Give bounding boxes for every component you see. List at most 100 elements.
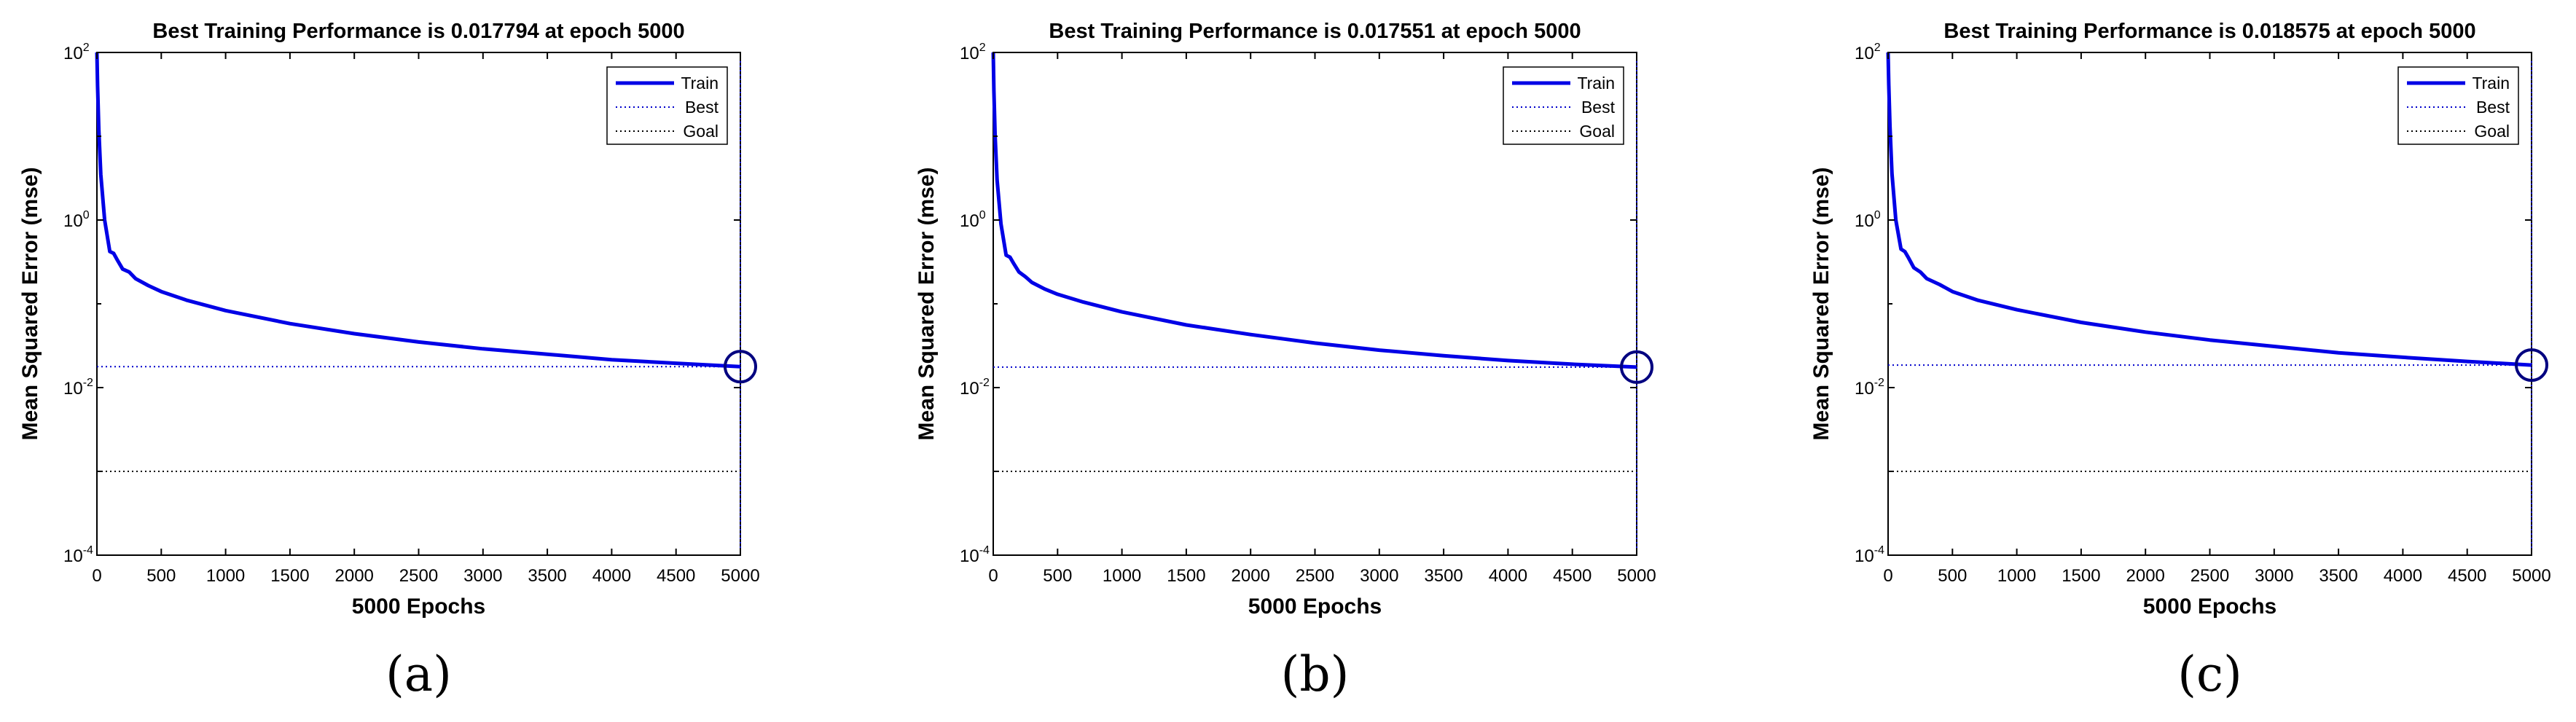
x-tick-label: 2000 <box>2126 566 2165 586</box>
y-tick-exponent: 0 <box>1874 209 1881 221</box>
y-tick-base: 10 <box>960 44 979 63</box>
x-axis-label: 5000 Epochs <box>2143 595 2276 619</box>
x-tick-label: 500 <box>1938 566 1967 586</box>
panel-caption: (c) <box>2177 646 2242 702</box>
x-tick-label: 500 <box>1043 566 1072 586</box>
y-tick-base: 10 <box>960 546 979 566</box>
y-tick-exponent: 2 <box>83 42 90 54</box>
y-tick-exponent: 0 <box>979 209 986 221</box>
y-tick-label: 10-4 <box>960 544 990 566</box>
best-point-marker <box>1620 350 1653 384</box>
legend-label-best: Best <box>685 98 719 117</box>
chart-panel-b: Best Training Performance is 0.017551 at… <box>915 20 1656 702</box>
legend: Train Best Goal <box>1503 66 1624 145</box>
chart-panel-c: Best Training Performance is 0.018575 at… <box>1809 20 2551 702</box>
legend-label-best: Best <box>2476 98 2510 117</box>
x-tick-label: 1000 <box>1103 566 1141 586</box>
y-tick-base: 10 <box>63 546 83 566</box>
y-tick-exponent: 0 <box>83 209 90 221</box>
legend-box <box>2397 66 2519 145</box>
x-tick-label: 1500 <box>270 566 309 586</box>
legend: Train Best Goal <box>2397 66 2519 145</box>
x-tick-label: 1500 <box>1167 566 1205 586</box>
chart-title: Best Training Performance is 0.017551 at… <box>1049 20 1581 43</box>
y-tick-base: 10 <box>63 211 83 231</box>
y-tick-label: 100 <box>960 209 986 231</box>
x-axis-label: 5000 Epochs <box>1248 595 1382 619</box>
y-tick-label: 102 <box>960 42 986 63</box>
y-tick-base: 10 <box>63 44 83 63</box>
legend-label-goal: Goal <box>1579 122 1615 141</box>
chart-title: Best Training Performance is 0.017794 at… <box>152 20 684 43</box>
y-tick-exponent: -2 <box>979 377 990 389</box>
x-tick-label: 2500 <box>1296 566 1334 586</box>
y-tick-label: 102 <box>63 42 90 63</box>
x-tick-label: 3000 <box>463 566 502 586</box>
legend: Train Best Goal <box>606 66 728 145</box>
y-tick-exponent: 2 <box>979 42 986 54</box>
best-point-marker <box>2515 348 2548 382</box>
legend-label-best: Best <box>1581 98 1616 117</box>
y-axis-label: Mean Squared Error (mse) <box>18 167 42 440</box>
train-series-line <box>1886 52 2532 367</box>
train-series-line <box>991 52 1637 369</box>
y-tick-label: 10-2 <box>63 377 93 399</box>
x-tick-label: 0 <box>1883 566 1892 586</box>
y-tick-base: 10 <box>1855 44 1874 63</box>
y-tick-label: 10-4 <box>1855 544 1884 566</box>
x-tick-label: 4500 <box>657 566 695 586</box>
x-tick-label: 4000 <box>1489 566 1527 586</box>
y-tick-exponent: -4 <box>1874 544 1884 557</box>
x-tick-label: 2500 <box>2191 566 2229 586</box>
panel-caption: (a) <box>385 646 452 702</box>
x-tick-label: 3500 <box>2319 566 2357 586</box>
y-tick-base: 10 <box>1855 211 1874 231</box>
train-series-line <box>95 52 741 369</box>
chart-title: Best Training Performance is 0.018575 at… <box>1943 20 2475 43</box>
legend-label-train: Train <box>1577 74 1615 93</box>
y-tick-base: 10 <box>960 379 979 399</box>
x-tick-label: 1500 <box>2062 566 2100 586</box>
legend-box <box>606 66 728 145</box>
y-tick-label: 100 <box>1855 209 1881 231</box>
legend-label-train: Train <box>681 74 719 93</box>
x-tick-label: 4000 <box>592 566 631 586</box>
x-tick-label: 4500 <box>2448 566 2486 586</box>
x-tick-label: 3500 <box>528 566 566 586</box>
y-tick-exponent: 2 <box>1874 42 1881 54</box>
x-tick-label: 0 <box>988 566 998 586</box>
x-tick-label: 2000 <box>335 566 374 586</box>
panel-caption: (b) <box>1281 646 1350 702</box>
y-tick-label: 10-4 <box>63 544 93 566</box>
y-tick-base: 10 <box>1855 546 1874 566</box>
x-tick-label: 3000 <box>1360 566 1398 586</box>
y-tick-exponent: -4 <box>979 544 990 557</box>
y-tick-base: 10 <box>63 379 83 399</box>
x-tick-label: 2000 <box>1232 566 1270 586</box>
y-tick-label: 10-2 <box>960 377 990 399</box>
legend-label-goal: Goal <box>683 122 719 141</box>
best-point-marker <box>724 350 757 384</box>
y-tick-base: 10 <box>960 211 979 231</box>
x-tick-label: 3000 <box>2255 566 2293 586</box>
y-tick-exponent: -2 <box>1874 377 1884 389</box>
x-tick-label: 4000 <box>2384 566 2422 586</box>
x-tick-label: 4500 <box>1553 566 1592 586</box>
y-axis-label: Mean Squared Error (mse) <box>1809 167 1833 440</box>
legend-label-train: Train <box>2472 74 2510 93</box>
x-tick-label: 5000 <box>1617 566 1656 586</box>
x-tick-label: 500 <box>146 566 176 586</box>
x-tick-label: 3500 <box>1424 566 1463 586</box>
y-axis-label: Mean Squared Error (mse) <box>915 167 939 440</box>
y-tick-base: 10 <box>1855 379 1874 399</box>
x-tick-label: 1000 <box>1997 566 2036 586</box>
legend-box <box>1503 66 1624 145</box>
x-tick-label: 2500 <box>399 566 438 586</box>
x-tick-label: 0 <box>92 566 101 586</box>
chart-panel-a: Best Training Performance is 0.017794 at… <box>18 20 760 702</box>
x-axis-label: 5000 Epochs <box>352 595 485 619</box>
y-tick-label: 102 <box>1855 42 1881 63</box>
y-tick-exponent: -2 <box>83 377 93 389</box>
legend-label-goal: Goal <box>2474 122 2510 141</box>
